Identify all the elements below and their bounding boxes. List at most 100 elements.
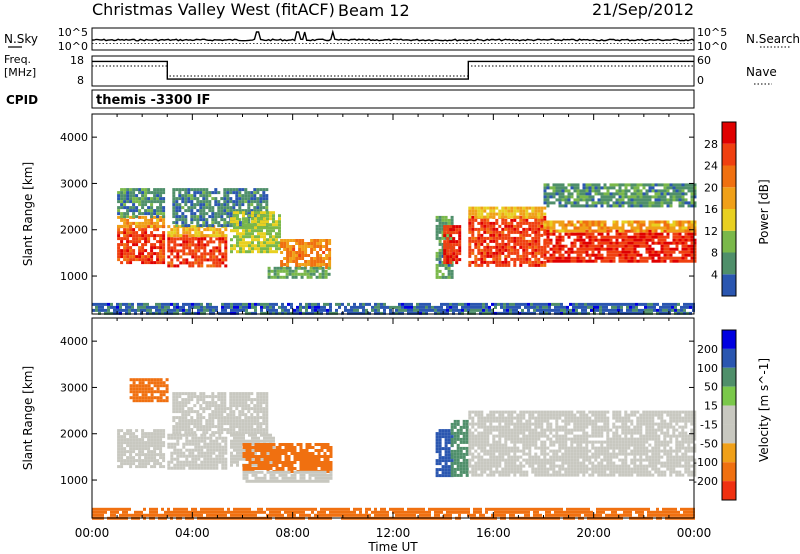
scatter-cell	[626, 311, 629, 315]
scatter-cell	[323, 464, 327, 467]
scatter-cell	[156, 462, 160, 466]
scatter-cell	[486, 248, 490, 252]
scatter-cell	[618, 235, 622, 239]
scatter-cell	[226, 188, 230, 192]
scatter-cell	[188, 460, 192, 464]
scatter-cell	[159, 252, 163, 256]
scatter-cell	[663, 241, 667, 245]
scatter-cell	[495, 257, 499, 261]
scatter-cell	[567, 189, 571, 193]
scatter-cell	[528, 260, 532, 264]
scatter-cell	[443, 225, 447, 229]
scatter-cell	[272, 214, 275, 218]
scatter-cell	[152, 305, 155, 309]
scatter-cell	[212, 460, 216, 464]
scatter-cell	[266, 467, 270, 470]
scatter-cell	[489, 215, 493, 219]
scatter-cell	[296, 470, 300, 474]
scatter-cell	[172, 209, 176, 213]
scatter-cell	[156, 387, 160, 391]
scatter-cell	[558, 204, 562, 208]
scatter-cell	[221, 457, 225, 461]
scatter-cell	[564, 259, 568, 263]
scatter-cell	[144, 194, 148, 198]
scatter-cell	[95, 308, 98, 312]
scatter-cell	[221, 454, 225, 458]
scatter-cell	[443, 228, 447, 232]
scatter-cell	[214, 425, 218, 429]
scatter-cell	[449, 231, 453, 235]
scatter-cell	[251, 220, 254, 224]
scatter-cell	[262, 410, 266, 414]
scatter-cell	[290, 443, 294, 446]
scatter-cell	[617, 305, 620, 309]
scatter-cell	[648, 226, 652, 230]
scatter-cell	[474, 218, 478, 222]
scatter-cell	[458, 246, 462, 250]
scatter-cell	[585, 229, 589, 233]
scatter-cell	[223, 401, 227, 405]
scatter-cell	[162, 261, 166, 265]
scatter-cell	[262, 200, 266, 204]
scatter-cell	[159, 194, 163, 198]
scatter-cell	[232, 416, 236, 420]
scatter-cell	[147, 234, 151, 238]
scatter-cell	[317, 443, 321, 446]
scatter-cell	[561, 220, 565, 224]
scatter-cell	[214, 404, 218, 408]
scatter-cell	[377, 311, 380, 315]
scatter-cell	[560, 311, 563, 315]
scatter-cell	[165, 387, 169, 391]
scatter-cell	[217, 425, 221, 429]
scatter-cell	[185, 240, 189, 244]
scatter-cell	[660, 235, 664, 239]
scatter-cell	[540, 221, 544, 225]
scatter-cell	[323, 461, 327, 464]
scatter-cell	[485, 308, 488, 312]
scatter-cell	[257, 232, 260, 236]
scatter-cell	[206, 264, 210, 268]
scatter-cell	[543, 215, 547, 219]
scatter-cell	[220, 428, 224, 432]
scatter-cell	[314, 461, 318, 464]
scatter-cell	[654, 198, 658, 202]
scatter-cell	[221, 463, 225, 467]
scatter-cell	[623, 302, 626, 306]
scatter-cell	[501, 230, 505, 234]
scatter-cell	[566, 305, 569, 309]
scatter-cell	[196, 215, 200, 219]
scatter-cell	[150, 387, 154, 391]
scatter-cell	[648, 220, 652, 224]
scatter-cell	[690, 259, 694, 263]
scatter-cell	[173, 308, 176, 312]
scatter-cell	[220, 209, 224, 213]
scatter-cell	[156, 435, 160, 439]
scatter-cell	[301, 257, 305, 260]
scatter-cell	[669, 186, 673, 190]
scatter-cell	[175, 398, 179, 402]
scatter-cell	[684, 247, 688, 251]
scatter-cell	[443, 311, 446, 315]
scatter-cell	[278, 247, 281, 251]
scatter-cell	[489, 221, 493, 225]
scatter-cell	[612, 186, 616, 190]
scatter-cell	[176, 255, 180, 259]
scatter-cell	[636, 195, 640, 199]
scatter-cell	[245, 241, 248, 245]
scatter-cell	[149, 308, 152, 312]
scatter-cell	[313, 239, 317, 242]
scatter-cell	[158, 302, 161, 306]
scatter-cell	[540, 233, 544, 237]
scatter-cell	[543, 183, 547, 187]
scatter-cell	[236, 235, 239, 239]
scatter-cell	[480, 227, 484, 231]
scatter-cell	[540, 212, 544, 216]
scatter-cell	[126, 459, 130, 463]
scatter-cell	[477, 236, 481, 240]
scatter-cell	[672, 238, 676, 242]
scatter-cell	[159, 218, 163, 222]
scatter-cell	[293, 452, 297, 455]
scatter-cell	[528, 242, 532, 246]
scatter-cell	[126, 206, 130, 210]
scatter-cell	[435, 257, 439, 261]
